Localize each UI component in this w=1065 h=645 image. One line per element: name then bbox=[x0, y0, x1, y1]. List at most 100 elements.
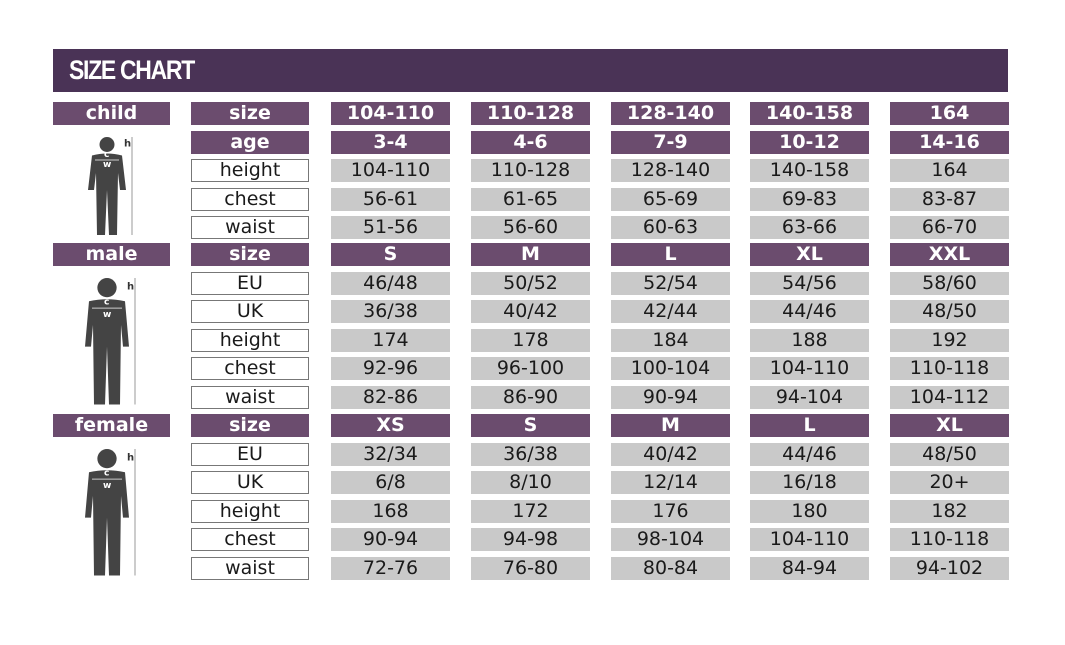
table-cell: M bbox=[611, 414, 730, 437]
table-cell: 100-104 bbox=[611, 357, 730, 380]
table-cell: 8/10 bbox=[471, 471, 590, 494]
row-label-chest: chest bbox=[191, 357, 309, 380]
table-cell: 168 bbox=[331, 500, 450, 523]
chest-marker-label: c bbox=[104, 150, 109, 160]
table-cell: XL bbox=[890, 414, 1009, 437]
table-cell: 40/42 bbox=[471, 300, 590, 323]
table-cell: 16/18 bbox=[750, 471, 869, 494]
table-cell: 84-94 bbox=[750, 557, 869, 580]
table-cell: 58/60 bbox=[890, 272, 1009, 295]
table-cell: 176 bbox=[611, 500, 730, 523]
table-cell: 52/54 bbox=[611, 272, 730, 295]
table-cell: 110-118 bbox=[890, 357, 1009, 380]
table-cell: 104-110 bbox=[331, 159, 450, 182]
table-cell: 4-6 bbox=[471, 131, 590, 154]
table-cell: 174 bbox=[331, 329, 450, 352]
table-cell: 40/42 bbox=[611, 443, 730, 466]
row-label-chest: chest bbox=[191, 528, 309, 551]
waist-marker-label: w bbox=[103, 160, 111, 170]
height-marker-label: h bbox=[124, 138, 131, 149]
male-silhouette-icon: h c w bbox=[85, 277, 136, 404]
table-cell: 61-65 bbox=[471, 188, 590, 211]
section-label-child: child bbox=[53, 102, 170, 125]
table-cell: 56-60 bbox=[471, 216, 590, 239]
table-cell: 90-94 bbox=[611, 386, 730, 409]
table-cell: 94-104 bbox=[750, 386, 869, 409]
row-label-waist: waist bbox=[191, 216, 309, 239]
table-cell: 140-158 bbox=[750, 159, 869, 182]
row-label-size: size bbox=[191, 414, 309, 437]
table-cell: 104-110 bbox=[750, 357, 869, 380]
table-cell: 42/44 bbox=[611, 300, 730, 323]
table-cell: S bbox=[471, 414, 590, 437]
height-marker-label: h bbox=[127, 281, 134, 292]
row-label-height: height bbox=[191, 159, 309, 182]
chest-marker-label: c bbox=[104, 297, 109, 307]
table-cell: 54/56 bbox=[750, 272, 869, 295]
table-cell: 44/46 bbox=[750, 443, 869, 466]
table-cell: 48/50 bbox=[890, 443, 1009, 466]
row-label-height: height bbox=[191, 329, 309, 352]
row-label-waist: waist bbox=[191, 557, 309, 580]
page-title: SIZE CHART bbox=[69, 55, 195, 85]
table-cell: 48/50 bbox=[890, 300, 1009, 323]
row-label-size: size bbox=[191, 243, 309, 266]
table-cell: 184 bbox=[611, 329, 730, 352]
row-label-size: size bbox=[191, 102, 309, 125]
table-cell: M bbox=[471, 243, 590, 266]
table-cell: 51-56 bbox=[331, 216, 450, 239]
table-cell: 60-63 bbox=[611, 216, 730, 239]
table-cell: 128-140 bbox=[611, 102, 730, 125]
title-bar: SIZE CHART bbox=[53, 49, 1008, 92]
table-cell: 110-128 bbox=[471, 102, 590, 125]
row-label-eu: EU bbox=[191, 443, 309, 466]
table-cell: XS bbox=[331, 414, 450, 437]
section-label-female: female bbox=[53, 414, 170, 437]
table-cell: 180 bbox=[750, 500, 869, 523]
row-label-uk: UK bbox=[191, 300, 309, 323]
table-cell: 164 bbox=[890, 102, 1009, 125]
table-cell: 86-90 bbox=[471, 386, 590, 409]
row-label-age: age bbox=[191, 131, 309, 154]
table-cell: 14-16 bbox=[890, 131, 1009, 154]
female-silhouette-icon: h c w bbox=[85, 448, 136, 575]
table-cell: 80-84 bbox=[611, 557, 730, 580]
table-cell: 63-66 bbox=[750, 216, 869, 239]
height-marker-label: h bbox=[127, 452, 134, 463]
row-label-waist: waist bbox=[191, 386, 309, 409]
child-silhouette-icon: h c w bbox=[88, 136, 133, 235]
waist-marker-label: w bbox=[103, 310, 111, 320]
table-cell: 76-80 bbox=[471, 557, 590, 580]
table-cell: 66-70 bbox=[890, 216, 1009, 239]
waist-marker-label: w bbox=[103, 481, 111, 491]
row-label-uk: UK bbox=[191, 471, 309, 494]
table-cell: 98-104 bbox=[611, 528, 730, 551]
table-cell: 32/34 bbox=[331, 443, 450, 466]
table-cell: 164 bbox=[890, 159, 1009, 182]
table-cell: 46/48 bbox=[331, 272, 450, 295]
table-cell: 94-102 bbox=[890, 557, 1009, 580]
row-label-height: height bbox=[191, 500, 309, 523]
row-label-chest: chest bbox=[191, 188, 309, 211]
row-label-eu: EU bbox=[191, 272, 309, 295]
table-cell: 36/38 bbox=[331, 300, 450, 323]
table-cell: 72-76 bbox=[331, 557, 450, 580]
table-cell: 83-87 bbox=[890, 188, 1009, 211]
table-cell: 104-110 bbox=[750, 528, 869, 551]
table-cell: 56-61 bbox=[331, 188, 450, 211]
table-cell: 110-118 bbox=[890, 528, 1009, 551]
table-cell: 128-140 bbox=[611, 159, 730, 182]
table-cell: 178 bbox=[471, 329, 590, 352]
table-cell: 10-12 bbox=[750, 131, 869, 154]
table-cell: 50/52 bbox=[471, 272, 590, 295]
table-cell: 3-4 bbox=[331, 131, 450, 154]
table-cell: 82-86 bbox=[331, 386, 450, 409]
table-cell: 96-100 bbox=[471, 357, 590, 380]
table-cell: 140-158 bbox=[750, 102, 869, 125]
table-cell: L bbox=[611, 243, 730, 266]
table-cell: 20+ bbox=[890, 471, 1009, 494]
table-cell: 12/14 bbox=[611, 471, 730, 494]
table-cell: 36/38 bbox=[471, 443, 590, 466]
table-cell: 188 bbox=[750, 329, 869, 352]
table-cell: 90-94 bbox=[331, 528, 450, 551]
